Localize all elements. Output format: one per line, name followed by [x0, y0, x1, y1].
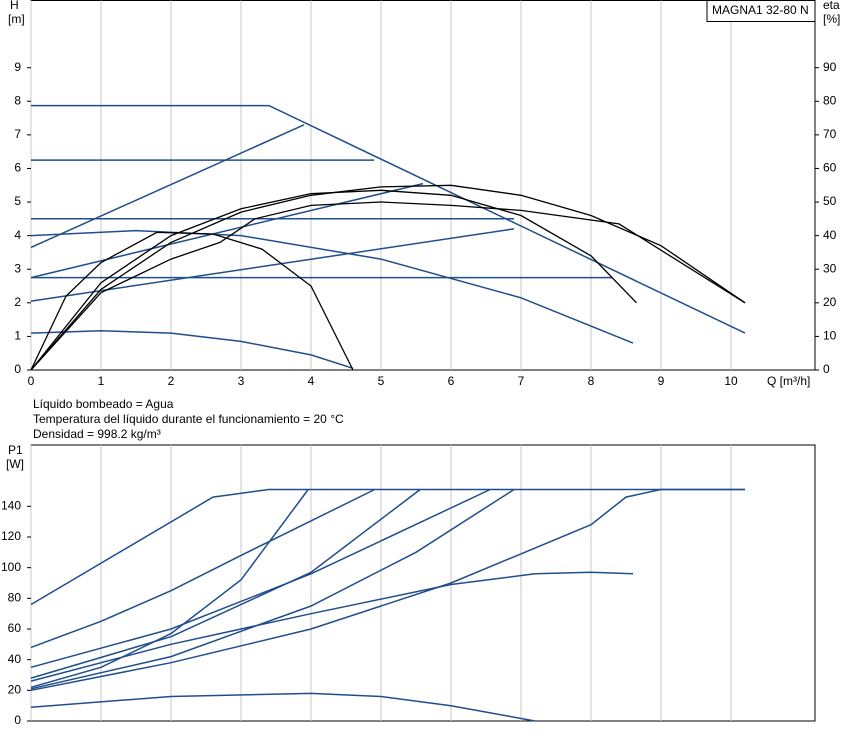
curve — [30, 124, 305, 249]
y-tick-label: 6 — [14, 161, 21, 175]
y-tick-label: 4 — [14, 228, 21, 242]
y2-label: [%] — [823, 12, 840, 26]
x-tick-label: 8 — [588, 374, 595, 388]
y-label: P1 — [8, 443, 23, 457]
y-label: H — [10, 0, 19, 12]
note: Densidad = 998.2 kg/m³ — [33, 427, 161, 441]
curve — [30, 182, 424, 279]
x-tick-label: 5 — [378, 374, 385, 388]
x-label: Q [m³/h] — [767, 374, 810, 388]
curve — [30, 488, 491, 669]
y-tick-label: 20 — [8, 683, 22, 697]
y-tick-label: 1 — [14, 329, 21, 343]
y2-label: eta — [823, 0, 840, 12]
y-tick-label: 9 — [14, 60, 21, 74]
x-tick-label: 1 — [98, 374, 105, 388]
y2-tick-label: 10 — [823, 329, 837, 343]
curve — [30, 189, 637, 371]
y-label: [m] — [8, 12, 25, 26]
y-tick-label: 80 — [8, 591, 22, 605]
y-tick-label: 140 — [1, 499, 21, 513]
x-tick-label: 3 — [238, 374, 245, 388]
title-box — [706, 0, 816, 22]
y-tick-label: 100 — [1, 560, 21, 574]
plot-frame — [30, 0, 816, 371]
y2-tick-label: 90 — [823, 60, 837, 74]
y2-tick-label: 40 — [823, 228, 837, 242]
y-label: [W] — [6, 457, 24, 471]
y2-tick-label: 50 — [823, 194, 837, 208]
y-tick-label: 120 — [1, 529, 21, 543]
y2-tick-label: 30 — [823, 261, 837, 275]
curve — [30, 488, 745, 606]
plot-frame — [30, 444, 816, 722]
y-tick-label: 0 — [14, 362, 21, 376]
curve — [30, 571, 634, 682]
curve — [30, 201, 746, 371]
y2-tick-label: 70 — [823, 127, 837, 141]
curve — [30, 488, 421, 679]
x-tick-label: 2 — [168, 374, 175, 388]
x-tick-label: 10 — [724, 374, 738, 388]
curve — [30, 692, 536, 722]
curve — [31, 104, 746, 334]
curve — [30, 229, 634, 344]
x-tick-label: 9 — [658, 374, 665, 388]
curve — [30, 488, 376, 649]
curve — [30, 228, 515, 302]
y-tick-label: 2 — [14, 295, 21, 309]
curve — [30, 329, 354, 370]
chart-title: MAGNA1 32-80 N — [712, 3, 809, 17]
curve — [30, 231, 354, 371]
x-tick-label: 7 — [518, 374, 525, 388]
x-tick-label: 0 — [28, 374, 35, 388]
y-tick-label: 60 — [8, 621, 22, 635]
y-tick-label: 3 — [14, 261, 21, 275]
curve — [30, 184, 746, 371]
curve — [30, 488, 515, 690]
x-tick-label: 6 — [448, 374, 455, 388]
y2-tick-label: 0 — [823, 362, 830, 376]
y-tick-label: 40 — [8, 652, 22, 666]
curve — [30, 488, 745, 692]
note: Temperatura del líquido durante el funci… — [33, 412, 344, 426]
y2-tick-label: 20 — [823, 295, 837, 309]
curve — [30, 489, 309, 689]
y-tick-label: 7 — [14, 127, 21, 141]
y-tick-label: 5 — [14, 194, 21, 208]
note: Líquido bombeado = Agua — [33, 397, 174, 411]
y-tick-label: 0 — [14, 713, 21, 727]
x-tick-label: 4 — [308, 374, 315, 388]
y2-tick-label: 60 — [823, 161, 837, 175]
y-tick-label: 8 — [14, 93, 21, 107]
y2-tick-label: 80 — [823, 93, 837, 107]
